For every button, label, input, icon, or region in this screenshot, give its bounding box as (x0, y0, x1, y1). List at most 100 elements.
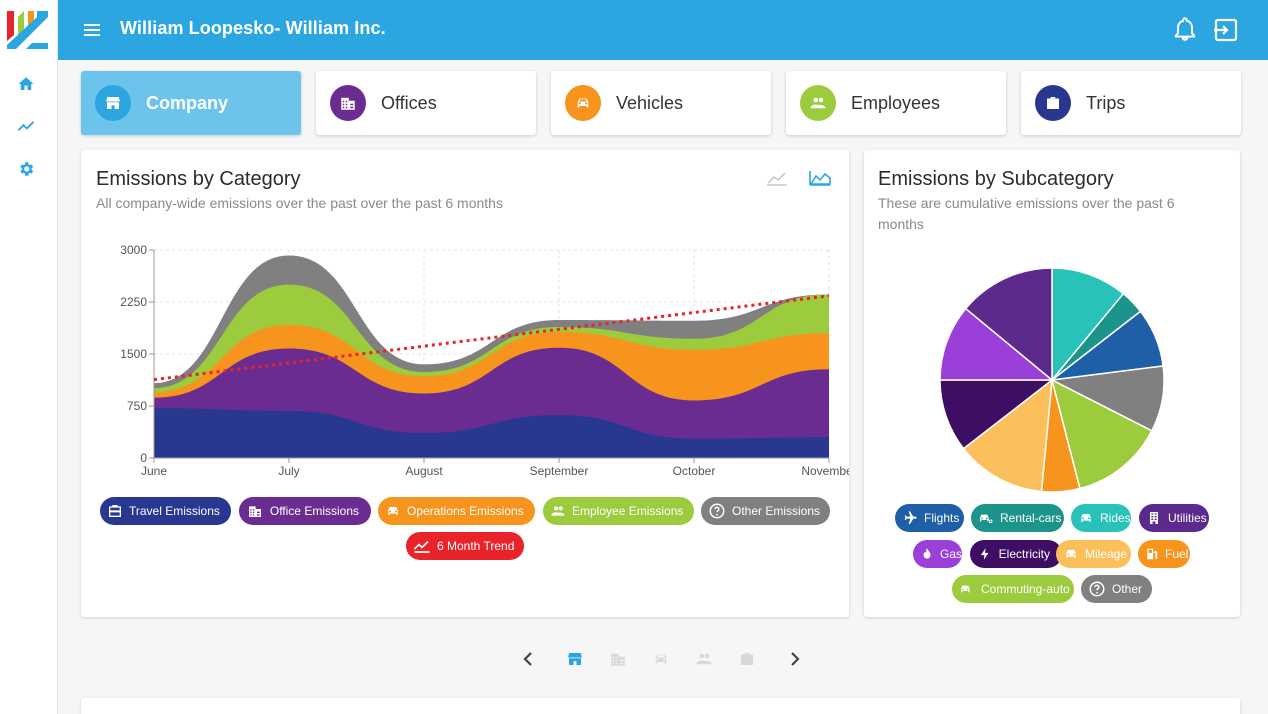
store-icon (95, 85, 131, 121)
pie-slice-mileage[interactable] (962, 378, 1053, 493)
trend-line (153, 294, 830, 382)
x-tick-label: October (673, 464, 716, 478)
tab-company[interactable]: Company (81, 71, 301, 135)
car-icon[interactable] (650, 648, 672, 670)
card-subtitle: All company-wide emissions over the past… (96, 195, 503, 211)
legend-label: 6 Month Trend (437, 539, 515, 553)
building-icon (1146, 509, 1162, 527)
legend-label: Fuel (1165, 547, 1189, 561)
emissions-pie-chart (939, 267, 1165, 493)
store-icon[interactable] (564, 648, 586, 670)
car-key-icon (978, 509, 994, 527)
line-chart-toggle-icon[interactable] (765, 168, 789, 188)
gear-icon[interactable] (14, 157, 38, 181)
legend-mileage[interactable]: Mileage (1056, 540, 1131, 568)
card-subtitle: These are cumulative emissions over the … (878, 195, 1175, 232)
legend-other-emissions[interactable]: Other Emissions (701, 497, 830, 525)
legend-office-emissions[interactable]: Office Emissions (239, 497, 371, 525)
y-tick-label: 2250 (120, 295, 147, 309)
company-logo (4, 5, 50, 53)
help-icon (1088, 580, 1106, 598)
area-chart-toggle-icon[interactable] (808, 168, 832, 188)
pie-slice-commuting-auto[interactable] (1050, 378, 1153, 490)
legend-label: Rides (1100, 511, 1131, 525)
bell-icon[interactable] (1172, 16, 1198, 42)
car-icon (565, 85, 601, 121)
legend-label: Commuting-auto (981, 582, 1070, 596)
legend-label: Employee Emissions (572, 504, 684, 518)
pie-slice-electricity[interactable] (939, 379, 1055, 450)
pie-slice-rides[interactable] (1051, 267, 1125, 383)
x-tick-label: August (405, 464, 443, 478)
legend-other[interactable]: Other (1081, 575, 1152, 603)
building-icon (330, 85, 366, 121)
briefcase-icon[interactable] (736, 648, 758, 670)
tab-offices[interactable]: Offices (316, 71, 536, 135)
legend-gas[interactable]: Gas (913, 540, 962, 568)
trend-icon[interactable] (14, 114, 38, 138)
trend-icon (413, 537, 431, 555)
legend-operations-emissions[interactable]: Operations Emissions (378, 497, 535, 525)
legend-rental-cars[interactable]: Rental-cars (971, 504, 1064, 532)
home-icon[interactable] (14, 72, 38, 96)
legend-label: Flights (924, 511, 960, 525)
tab-label: Employees (851, 92, 941, 113)
pie-slice-gas[interactable] (939, 307, 1055, 381)
tab-vehicles[interactable]: Vehicles (551, 71, 771, 135)
y-tick-label: 0 (140, 451, 147, 465)
next-card (81, 698, 1240, 714)
legend-label: Rental-cars (1000, 511, 1062, 525)
building-icon[interactable] (607, 648, 629, 670)
chevron-right-icon[interactable] (784, 648, 806, 670)
people-icon[interactable] (693, 648, 715, 670)
emissions-by-category-card: Emissions by Category All company-wide e… (81, 150, 849, 617)
chevron-left-icon[interactable] (517, 648, 539, 670)
hamburger-menu-icon[interactable] (82, 20, 102, 40)
tab-label: Trips (1086, 92, 1126, 113)
legend-employee-emissions[interactable]: Employee Emissions (543, 497, 694, 525)
legend-travel-emissions[interactable]: Travel Emissions (100, 497, 231, 525)
bolt-icon (977, 545, 993, 563)
top-app-bar: William Loopesko- William Inc. (58, 0, 1268, 60)
card-title: Emissions by Category (96, 168, 301, 190)
legend-utilities[interactable]: Utilities (1139, 504, 1209, 532)
pie-slice-utilities[interactable] (964, 267, 1053, 382)
legend-label: Other Emissions (732, 504, 821, 518)
legend-6-month-trend[interactable]: 6 Month Trend (406, 532, 524, 560)
tab-employees[interactable]: Employees (786, 71, 1006, 135)
card-title: Emissions by Subcategory (878, 168, 1114, 190)
y-tick-label: 1500 (120, 347, 147, 361)
car-icon (1063, 545, 1079, 563)
emissions-by-subcategory-card: Emissions by Subcategory These are cumul… (864, 150, 1240, 617)
tab-label: Vehicles (616, 92, 684, 113)
tab-trips[interactable]: Trips (1021, 71, 1241, 135)
legend-label: Mileage (1085, 547, 1128, 561)
x-tick-label: September (530, 464, 589, 478)
x-tick-label: July (278, 464, 299, 478)
area-travel-emissions (154, 408, 829, 458)
y-tick-label: 750 (127, 399, 147, 413)
legend-flights[interactable]: Flights (895, 504, 964, 532)
legend-label: Operations Emissions (407, 504, 524, 518)
plane-icon (902, 509, 918, 527)
y-tick-label: 3000 (120, 243, 147, 257)
logout-icon[interactable] (1213, 17, 1241, 43)
legend-label: Office Emissions (269, 504, 359, 518)
car-icon (385, 502, 401, 520)
legend-label: Utilities (1168, 511, 1207, 525)
legend-fuel[interactable]: Fuel (1138, 540, 1190, 568)
flame-icon (920, 545, 934, 563)
car-icon (959, 580, 975, 598)
x-tick-label: November (801, 464, 849, 478)
legend-electricity[interactable]: Electricity (970, 540, 1062, 568)
building-icon (246, 502, 264, 520)
x-tick-label: June (141, 464, 167, 478)
legend-label: Gas (940, 547, 963, 561)
legend-label: Travel Emissions (129, 504, 220, 518)
legend-label: Electricity (998, 547, 1050, 561)
legend-rides[interactable]: Rides (1071, 504, 1131, 532)
legend-commuting-auto[interactable]: Commuting-auto (952, 575, 1074, 603)
page-title: William Loopesko- William Inc. (120, 18, 386, 38)
sidebar (0, 0, 58, 714)
